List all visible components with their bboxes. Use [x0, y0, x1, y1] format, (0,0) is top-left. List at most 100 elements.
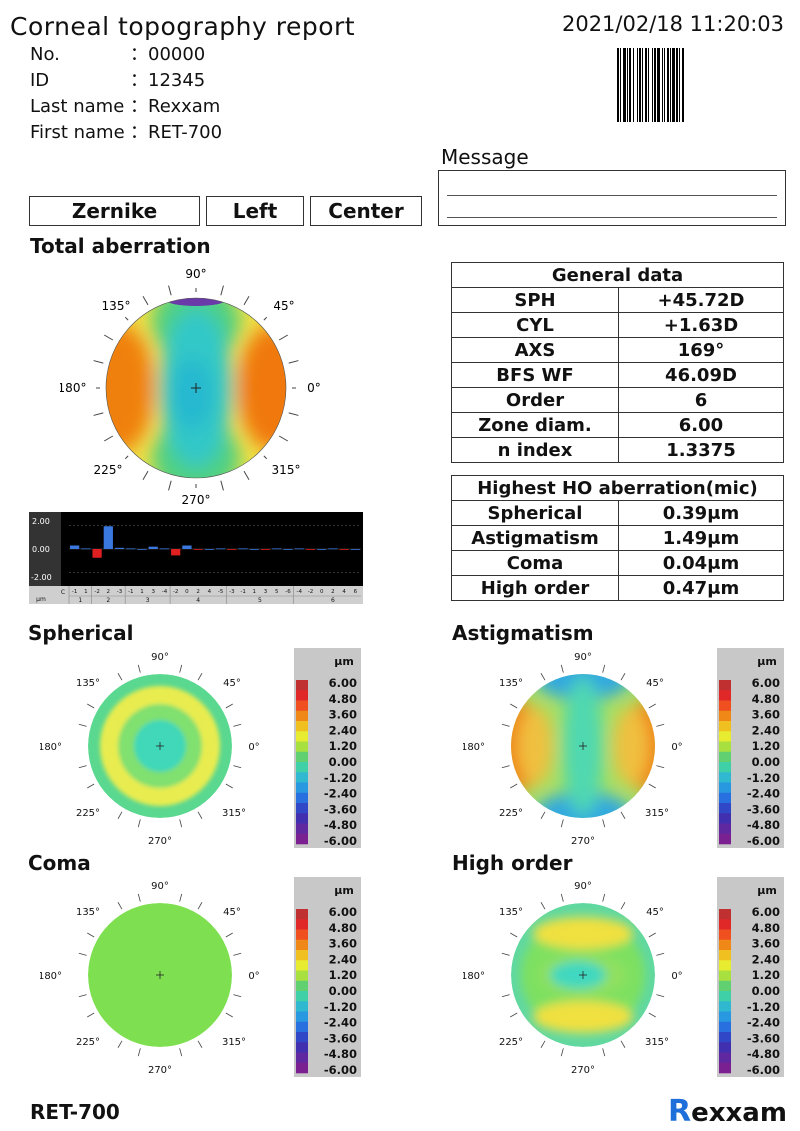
- chart-m-label: -2: [308, 589, 313, 595]
- general-key: BFS WF: [451, 362, 619, 388]
- total-aberration-map: 90° 135° 45° 180° 0° 225° 315° 270°: [60, 267, 321, 507]
- scale-unit: μm: [334, 884, 354, 897]
- chart-m-label: 0: [185, 589, 189, 595]
- scale-swatch: [719, 813, 731, 824]
- left-eye-button[interactable]: Left: [206, 196, 304, 226]
- patient-lastname-row: Last name ：Rexxam: [30, 92, 220, 118]
- patient-firstname-label: First name: [30, 122, 125, 143]
- spherical-angle-315: 315°: [222, 808, 246, 819]
- scale-swatch: [296, 1001, 308, 1012]
- coma-map: 90° 135° 45° 180° 0° 225° 315° 270°: [40, 881, 260, 1076]
- message-label: Message: [441, 145, 529, 169]
- coefficient-bar: [159, 548, 170, 550]
- scale-swatch: [719, 970, 731, 982]
- scale-label: -6.00: [747, 834, 780, 848]
- highest-value: 0.47μm: [618, 575, 784, 601]
- coefficient-bar: [283, 549, 293, 550]
- spherical-angle-270: 270°: [148, 836, 172, 847]
- scale-swatch: [296, 991, 308, 1002]
- scale-label: -3.60: [324, 1031, 357, 1045]
- scale-label: 6.00: [752, 905, 780, 919]
- chart-m-label: 4: [208, 589, 212, 595]
- spherical-angle-135: 135°: [76, 678, 100, 689]
- scale-swatch: [719, 680, 731, 691]
- chart-m-label: 1: [253, 589, 256, 595]
- scale-swatch: [296, 690, 308, 701]
- center-button[interactable]: Center: [310, 196, 422, 226]
- coma-angle-315: 315°: [222, 1037, 246, 1048]
- chart-n-label: 1: [78, 597, 82, 604]
- coefficient-bar: [317, 549, 327, 550]
- scale-label: 0.00: [329, 984, 357, 998]
- chart-y-axis-panel: [29, 512, 61, 586]
- scale-swatch: [296, 803, 308, 814]
- scale-swatch: [296, 980, 308, 992]
- chart-m-label: 2: [196, 589, 200, 595]
- patient-no-value: ：00000: [130, 44, 206, 65]
- chart-unit-label: μm: [36, 596, 46, 603]
- general-value: 6: [618, 387, 784, 413]
- chart-m-label: 6: [354, 589, 358, 595]
- scale-swatch: [296, 939, 308, 951]
- general-value: 6.00: [618, 412, 784, 438]
- scale-swatch: [719, 960, 731, 971]
- astigmatism-angle-0: 0°: [671, 742, 682, 753]
- footer-model: RET-700: [30, 1100, 120, 1124]
- scale-label: -1.20: [747, 771, 780, 785]
- patient-no-label: No.: [30, 44, 60, 65]
- scale-swatch: [719, 782, 731, 794]
- scale-label: -6.00: [324, 834, 357, 848]
- general-value: +45.72D: [618, 287, 784, 313]
- scale-swatch: [296, 1021, 308, 1033]
- scale-swatch: [719, 741, 731, 753]
- scale-swatch: [719, 721, 731, 732]
- scale-label: 4.80: [752, 692, 780, 706]
- scale-label: 6.00: [329, 905, 357, 919]
- scale-swatch: [719, 1052, 731, 1064]
- scale-label: 1.20: [329, 968, 357, 982]
- astigmatism-scale: μm 6.00 4.80 3.602.40 1.20 0.00 -1.20 -2.40-3.6…: [717, 648, 784, 848]
- coma-scale: μm 6.00 4.80 3.602.40 1.20 0.00 -1.20 -2.40-3.6…: [294, 877, 361, 1077]
- chart-m-label: -2: [94, 589, 99, 595]
- coefficient-bar: [171, 549, 181, 556]
- chart-m-label: -3: [229, 589, 235, 595]
- scale-swatch: [719, 939, 731, 951]
- y-tick-minus2: -2.00: [31, 573, 52, 582]
- scale-label: 2.40: [329, 952, 357, 966]
- scale-swatch: [296, 700, 308, 712]
- scale-swatch: [296, 741, 308, 753]
- scale-swatch: [296, 970, 308, 982]
- patient-lastname-value: ：Rexxam: [130, 96, 221, 117]
- scale-label: 6.00: [752, 676, 780, 690]
- coefficient-bar: [227, 549, 237, 550]
- chart-m-label: -3: [117, 589, 123, 595]
- scale-label: -2.40: [324, 787, 357, 801]
- spherical-angle-225: 225°: [76, 808, 100, 819]
- coefficient-bar: [294, 548, 304, 550]
- chart-m-label: 2: [331, 589, 335, 595]
- scale-label: 0.00: [329, 755, 357, 769]
- general-key: CYL: [451, 312, 619, 338]
- scale-swatch: [296, 929, 308, 941]
- scale-swatch: [719, 991, 731, 1002]
- coefficient-bar: [137, 549, 147, 550]
- astigmatism-angle-225: 225°: [499, 808, 523, 819]
- scale-swatch: [719, 1062, 731, 1074]
- coma-angle-135: 135°: [76, 907, 100, 918]
- scale-label: -2.40: [747, 787, 780, 801]
- scale-label: 2.40: [752, 952, 780, 966]
- chart-n-label: 4: [196, 597, 200, 604]
- scale-swatch: [296, 1011, 308, 1023]
- scale-swatch: [296, 762, 308, 773]
- scale-label: 3.60: [752, 937, 780, 951]
- scale-label: 1.20: [329, 739, 357, 753]
- scale-label: 0.00: [752, 984, 780, 998]
- zernike-button[interactable]: Zernike: [29, 196, 200, 226]
- scale-swatch: [296, 823, 308, 835]
- coefficient-bar: [204, 549, 214, 550]
- scale-label: -4.80: [747, 818, 780, 832]
- chart-c-label: C: [61, 589, 65, 596]
- scale-swatch: [719, 690, 731, 701]
- spherical-scale: μm 6.00 4.80 3.602.40 1.20 0.00 -1.20 -2.40-3.6…: [294, 648, 361, 848]
- coma-angle-45: 45°: [223, 907, 241, 918]
